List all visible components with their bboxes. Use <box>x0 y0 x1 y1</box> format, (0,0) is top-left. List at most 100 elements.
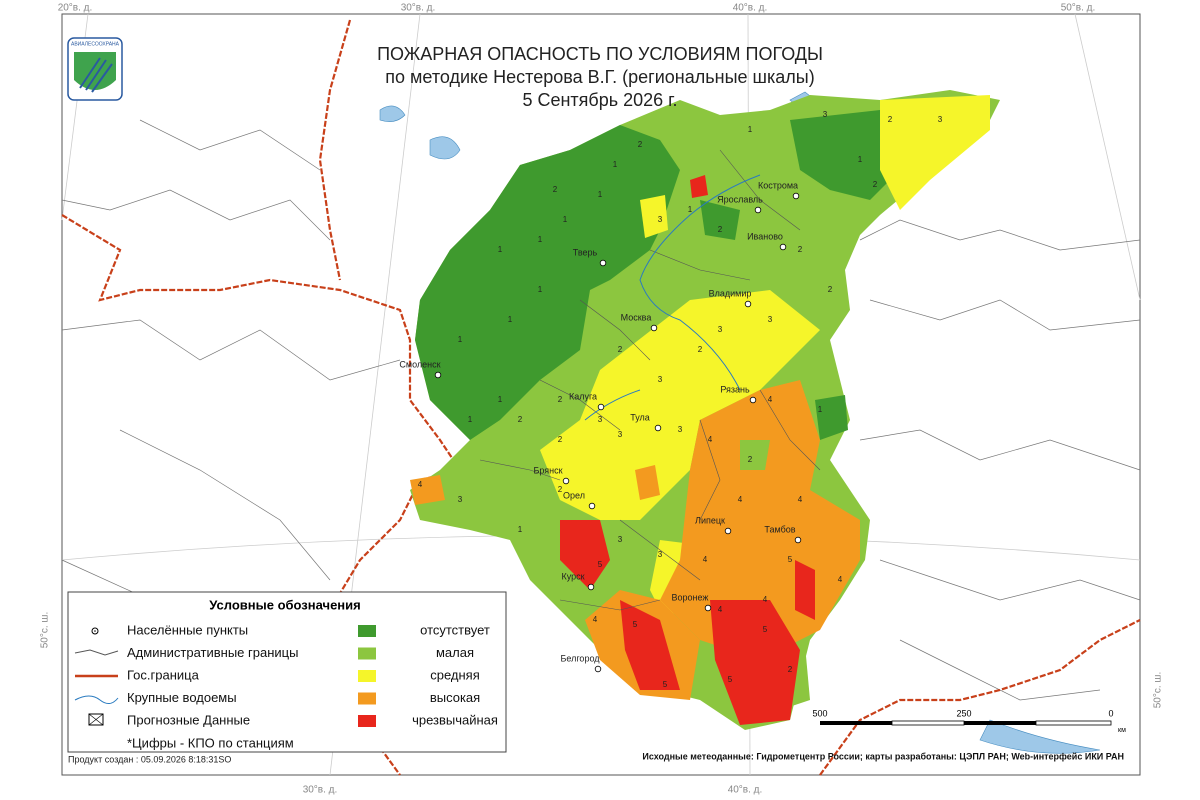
map-title: ПОЖАРНАЯ ОПАСНОСТЬ ПО УСЛОВИЯМ ПОГОДЫ <box>377 44 823 64</box>
station-value: 3 <box>618 430 623 439</box>
station-value: 2 <box>618 345 623 354</box>
state-border <box>61 19 1141 776</box>
station-value: 5 <box>728 675 733 684</box>
station-value: 2 <box>558 485 563 494</box>
station-value: 3 <box>598 415 603 424</box>
city-marker <box>794 536 802 544</box>
station-value: 1 <box>688 205 693 214</box>
city-label: Калуга <box>569 391 597 401</box>
city-marker <box>744 300 752 308</box>
station-value: 2 <box>873 180 878 189</box>
station-value: 2 <box>798 245 803 254</box>
city-marker <box>704 604 712 612</box>
city-marker <box>749 396 757 404</box>
station-value: 1 <box>613 160 618 169</box>
created-note: Продукт создан : 05.09.2026 8:18:31SO <box>68 754 231 764</box>
city-label: Москва <box>621 312 652 322</box>
city-marker <box>594 665 602 673</box>
station-value: 1 <box>498 395 503 404</box>
city-marker <box>588 502 596 510</box>
city-label: Тамбов <box>764 524 795 534</box>
city-marker <box>434 371 442 379</box>
graticule-label: 30°в. д. <box>303 785 338 796</box>
station-value: 1 <box>598 190 603 199</box>
danger-zone <box>880 95 990 210</box>
station-value: 1 <box>858 155 863 164</box>
station-value: 2 <box>518 415 523 424</box>
city-marker <box>597 403 605 411</box>
station-value: 3 <box>658 215 663 224</box>
legend-box <box>67 591 507 753</box>
city-marker <box>792 192 800 200</box>
legend-title: Условные обозначения <box>209 597 360 612</box>
scale-unit: км <box>1118 727 1126 734</box>
graticule-label: 50°с. ш. <box>1153 672 1164 708</box>
city-label: Смоленск <box>399 359 440 369</box>
station-value: 1 <box>538 285 543 294</box>
city-label: Тверь <box>573 247 598 257</box>
rivers <box>584 174 761 421</box>
graticule-label: 50°с. ш. <box>40 612 51 648</box>
station-value: 4 <box>703 555 708 564</box>
legend: Условные обозначения Населённые пункты Ад… <box>67 591 507 753</box>
city-label: Курск <box>561 571 584 581</box>
station-value: 4 <box>838 575 843 584</box>
legend-city-dot <box>94 630 96 632</box>
legend-label: высокая <box>430 690 480 705</box>
station-value: 2 <box>888 115 893 124</box>
city-label: Брянск <box>533 465 562 475</box>
region-borders <box>479 149 821 611</box>
legend-label: Административные границы <box>127 645 298 660</box>
legend-swatch <box>358 670 376 682</box>
station-value: 3 <box>678 425 683 434</box>
legend-swatch <box>358 715 376 727</box>
city-label: Белгород <box>560 653 600 663</box>
danger-zone <box>790 110 900 200</box>
danger-zone <box>410 475 445 505</box>
graticule-label: 30°в. д. <box>401 3 436 14</box>
station-value: 3 <box>658 550 663 559</box>
scale-label: 250 <box>956 708 971 718</box>
danger-zone <box>815 395 848 440</box>
city-label: Владимир <box>709 288 752 298</box>
legend-label: малая <box>436 645 474 660</box>
scale-label: 500 <box>812 708 827 718</box>
legend-swatch <box>358 625 376 637</box>
danger-zone <box>740 440 770 470</box>
station-value: 1 <box>563 215 568 224</box>
station-value: 2 <box>788 665 793 674</box>
station-value: 4 <box>418 480 423 489</box>
city-marker <box>779 243 787 251</box>
station-value: 5 <box>633 620 638 629</box>
danger-zone <box>710 600 800 725</box>
graticule-label: 20°в. д. <box>58 3 93 14</box>
station-value: 5 <box>788 555 793 564</box>
legend-swatch <box>358 647 376 660</box>
station-value: 4 <box>718 605 723 614</box>
cities: Кострома Ярославль Иваново Тверь Владимир Мос… <box>399 180 802 673</box>
station-value: 3 <box>768 315 773 324</box>
city-label: Ярославль <box>717 194 763 204</box>
station-value: 4 <box>593 615 598 624</box>
logo: АВИАЛЕСООХРАНА <box>67 37 123 101</box>
station-value: 1 <box>498 245 503 254</box>
danger-zone <box>690 175 708 198</box>
city-label: Кострома <box>758 180 798 190</box>
station-value: 1 <box>468 415 473 424</box>
station-value: 1 <box>818 405 823 414</box>
city-label: Тула <box>630 412 650 422</box>
graticule-label: 40°в. д. <box>733 3 768 14</box>
station-value: 3 <box>618 535 623 544</box>
danger-zone <box>540 290 820 520</box>
station-value: 1 <box>458 335 463 344</box>
station-value: 4 <box>763 595 768 604</box>
graticule-label: 50°в. д. <box>1061 3 1096 14</box>
legend-label: чрезвычайная <box>412 712 498 727</box>
city-label: Воронеж <box>672 592 709 602</box>
map-subtitle: по методике Нестерова В.Г. (региональные… <box>385 67 814 87</box>
graticule-label: 40°в. д. <box>728 785 763 796</box>
legend-label: Прогнозные Данные <box>127 712 250 727</box>
station-value: 2 <box>553 185 558 194</box>
station-value: 5 <box>598 560 603 569</box>
